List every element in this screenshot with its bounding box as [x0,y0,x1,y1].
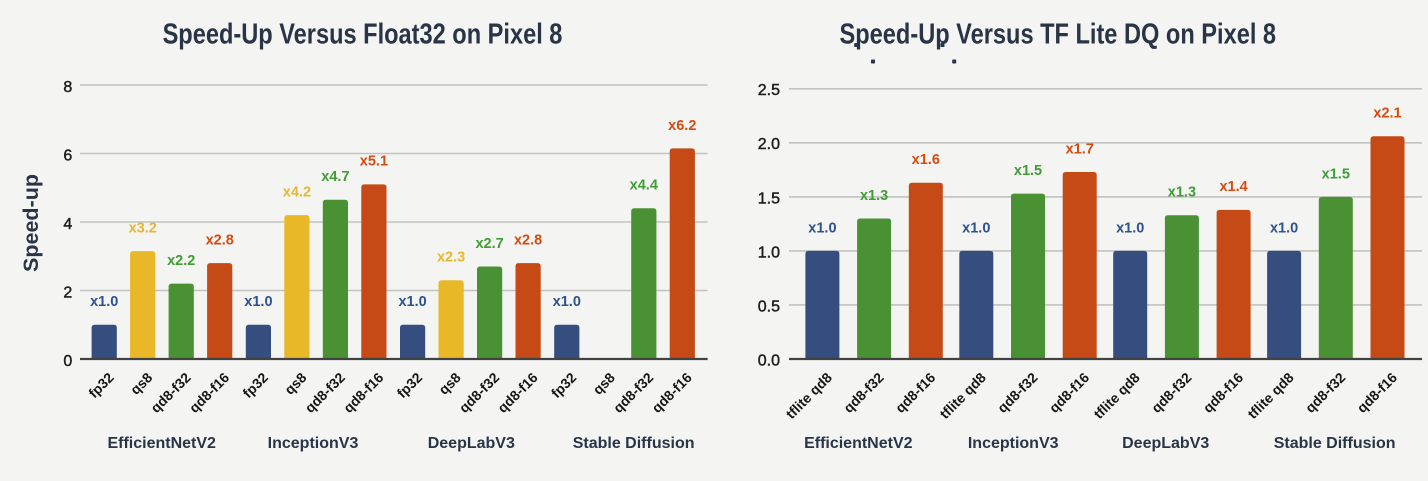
svg-text:InceptionV3: InceptionV3 [268,435,359,452]
svg-text:EfficientNetV2: EfficientNetV2 [804,435,913,452]
svg-text:tflite qd8: tflite qd8 [936,369,989,422]
svg-text:x1.0: x1.0 [398,294,426,310]
svg-text:x2.3: x2.3 [437,250,465,266]
svg-text:x2.8: x2.8 [206,233,234,249]
svg-text:qd8-f16: qd8-f16 [648,369,695,416]
svg-text:qd8-f32: qd8-f32 [301,369,348,416]
svg-text:x6.2: x6.2 [668,118,696,134]
svg-text:x2.7: x2.7 [475,236,503,252]
svg-text:qd8-f32: qd8-f32 [147,369,194,416]
svg-text:qd8-f32: qd8-f32 [456,369,503,416]
svg-text:fp32: fp32 [394,369,426,401]
svg-text:fp32: fp32 [239,369,271,401]
svg-text:2: 2 [63,285,72,302]
svg-text:2.5: 2.5 [758,82,780,99]
svg-text:qs8: qs8 [435,369,464,398]
svg-text:x1.7: x1.7 [1066,141,1094,157]
svg-text:x1.6: x1.6 [912,152,940,168]
svg-text:qd8-f32: qd8-f32 [1302,369,1349,416]
svg-text:6: 6 [63,148,72,165]
svg-text:1.5: 1.5 [758,190,780,207]
svg-text:qd8-f16: qd8-f16 [340,369,387,416]
svg-text:x1.0: x1.0 [553,294,581,310]
svg-text:tflite qd8: tflite qd8 [1090,369,1143,422]
svg-text:EfficientNetV2: EfficientNetV2 [107,435,216,452]
svg-text:Stable Diffusion: Stable Diffusion [573,435,695,452]
svg-text:2.0: 2.0 [758,136,780,153]
svg-text:qd8-f16: qd8-f16 [892,369,939,416]
svg-text:4: 4 [63,216,72,233]
svg-text:Speed-Up Versus Float32 on Pix: Speed-Up Versus Float32 on Pixel 8 [163,17,563,50]
svg-text:DeepLabV3: DeepLabV3 [1122,435,1209,452]
svg-text:x2.1: x2.1 [1373,106,1401,122]
svg-text:x1.0: x1.0 [90,294,118,310]
svg-text:qd8-f32: qd8-f32 [1148,369,1195,416]
svg-text:x1.0: x1.0 [244,294,272,310]
svg-text:qd8-f16: qd8-f16 [1200,369,1247,416]
svg-text:Stable Diffusion: Stable Diffusion [1274,435,1396,452]
svg-text:x1.4: x1.4 [1219,179,1247,195]
svg-text:x4.4: x4.4 [630,178,658,194]
svg-text:qd8-f32: qd8-f32 [840,369,887,416]
svg-text:x3.2: x3.2 [129,221,157,237]
svg-text:qd8-f16: qd8-f16 [1354,369,1401,416]
svg-text:x2.2: x2.2 [167,253,195,269]
svg-text:qd8-f16: qd8-f16 [186,369,233,416]
svg-text:0.0: 0.0 [758,352,780,369]
svg-text:1.0: 1.0 [758,244,780,261]
svg-text:qs8: qs8 [281,369,310,398]
svg-text:qs8: qs8 [590,369,619,398]
svg-text:x1.0: x1.0 [1116,220,1144,236]
svg-text:x2.8: x2.8 [514,233,542,249]
svg-text:fp32: fp32 [548,369,580,401]
svg-text:x1.0: x1.0 [962,220,990,236]
svg-text:x1.0: x1.0 [1270,220,1298,236]
svg-text:x1.3: x1.3 [860,188,888,204]
svg-text:DeepLabV3: DeepLabV3 [428,435,515,452]
svg-text:x1.0: x1.0 [808,220,836,236]
svg-text:x1.5: x1.5 [1322,166,1350,182]
svg-text:tflite qd8: tflite qd8 [782,369,835,422]
svg-text:qs8: qs8 [127,369,156,398]
svg-text:tflite qd8: tflite qd8 [1244,369,1297,422]
svg-text:x1.5: x1.5 [1014,163,1042,179]
svg-text:x5.1: x5.1 [360,154,388,170]
svg-text:Speed-up: Speed-up [19,174,43,272]
svg-text:x4.7: x4.7 [321,169,349,185]
svg-text:x4.2: x4.2 [283,185,311,201]
svg-text:qd8-f16: qd8-f16 [494,369,541,416]
svg-text:qd8-f16: qd8-f16 [1046,369,1093,416]
svg-text:qd8-f32: qd8-f32 [610,369,657,416]
svg-text:fp32: fp32 [85,369,117,401]
svg-text:InceptionV3: InceptionV3 [968,435,1059,452]
svg-text:Speed-Up Versus TF Lite DQ on: Speed-Up Versus TF Lite DQ on Pixel 8 [840,17,1277,50]
svg-text:0: 0 [63,353,72,370]
svg-text:8: 8 [63,79,72,96]
svg-text:qd8-f32: qd8-f32 [994,369,1041,416]
svg-text:0.5: 0.5 [758,298,780,315]
svg-text:x1.3: x1.3 [1168,185,1196,201]
